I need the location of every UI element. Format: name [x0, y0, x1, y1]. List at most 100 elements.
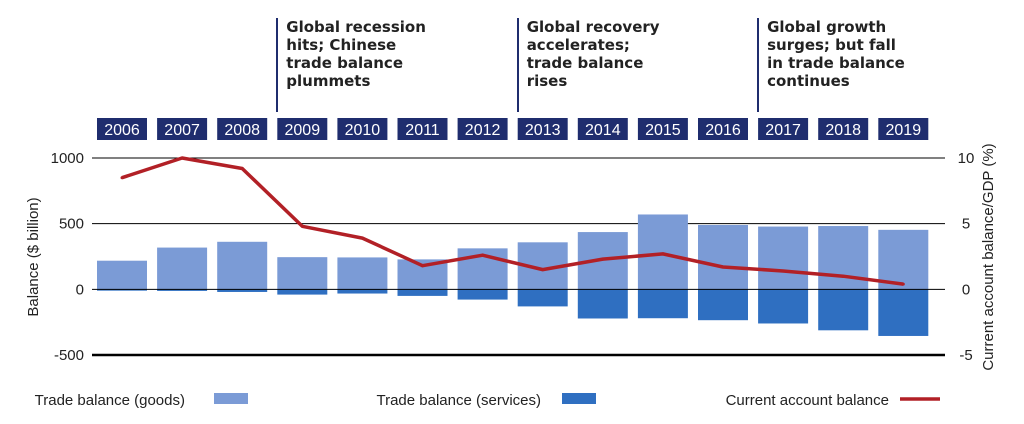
right-tick-label: 0 — [962, 281, 970, 298]
year-label-2017: 2017 — [758, 118, 809, 140]
current-account-point-2013 — [541, 268, 545, 272]
goods-bar-2008 — [217, 241, 268, 290]
year-box — [818, 118, 869, 140]
year-label-2013: 2013 — [517, 118, 568, 140]
right-tick-label: 10 — [958, 150, 975, 167]
year-box — [698, 118, 748, 140]
current-account-point-2008 — [240, 167, 244, 171]
year-label-2010: 2010 — [337, 118, 388, 140]
goods-bar-2015 — [637, 214, 688, 290]
goods-bar-2009 — [277, 257, 328, 290]
annotation-2017: Global growth surges; but fall in trade … — [757, 18, 905, 112]
year-label-2009: 2009 — [277, 118, 328, 140]
legend-label: Trade balance (goods) — [35, 392, 185, 409]
services-bar-2017 — [758, 289, 809, 324]
year-box — [397, 118, 448, 140]
current-account-point-2014 — [601, 257, 605, 261]
year-box — [277, 118, 328, 140]
services-bars — [97, 289, 929, 336]
goods-bar-2016 — [698, 224, 748, 290]
goods-bar-2006 — [97, 260, 147, 290]
year-label-2019: 2019 — [878, 118, 929, 140]
right-tick-label: 5 — [962, 216, 970, 233]
annotation-2013: Global recovery accelerates; trade balan… — [516, 18, 660, 112]
current-account-point-2009 — [300, 224, 304, 228]
current-account-point-2006 — [120, 176, 124, 180]
legend-item-0: Trade balance (goods) — [35, 392, 248, 409]
goods-bar-2007 — [157, 247, 208, 290]
year-text: 2011 — [405, 122, 440, 139]
year-label-2012: 2012 — [457, 118, 508, 140]
year-label-2016: 2016 — [698, 118, 748, 140]
year-text: 2017 — [765, 122, 801, 139]
services-bar-2018 — [818, 289, 869, 331]
left-axis-ticks: 1000 500 0 -500 — [51, 150, 84, 364]
year-box — [758, 118, 809, 140]
current-account-point-2007 — [180, 156, 184, 160]
services-bar-2014 — [577, 289, 628, 319]
legend-label: Trade balance (services) — [376, 392, 541, 409]
services-bar-2013 — [517, 289, 568, 307]
services-bar-2012 — [457, 289, 508, 300]
year-text: 2019 — [886, 122, 922, 139]
year-box — [517, 118, 568, 140]
current-account-point-2015 — [661, 252, 665, 256]
goods-bar-2017 — [758, 226, 809, 290]
current-account-point-2017 — [781, 269, 785, 273]
current-account-point-2018 — [841, 274, 845, 278]
legend-swatch — [562, 393, 596, 404]
annotation-2009: Global recession hits; Chinese trade bal… — [276, 18, 426, 112]
services-bar-2006 — [97, 289, 147, 291]
services-bar-2016 — [698, 289, 748, 321]
services-bar-2007 — [157, 289, 208, 291]
year-text: 2016 — [705, 122, 741, 139]
current-account-point-2010 — [360, 236, 364, 240]
year-text: 2006 — [104, 122, 140, 139]
year-box — [637, 118, 688, 140]
year-box — [157, 118, 208, 140]
current-account-point-2016 — [721, 265, 725, 269]
current-account-point-2012 — [481, 253, 485, 257]
legend-item-2: Current account balance — [726, 392, 940, 409]
right-axis-ticks: 10 5 0 -5 — [958, 150, 975, 364]
legend-item-1: Trade balance (services) — [376, 392, 596, 409]
services-bar-2011 — [397, 289, 448, 296]
year-text: 2009 — [285, 122, 321, 139]
left-tick-label: -500 — [54, 347, 84, 364]
year-text: 2012 — [465, 122, 501, 139]
year-box — [457, 118, 508, 140]
current-account-line — [120, 156, 905, 286]
year-text: 2015 — [645, 122, 681, 139]
year-label-2018: 2018 — [818, 118, 869, 140]
services-bar-2008 — [217, 289, 268, 292]
year-text: 2008 — [224, 122, 260, 139]
year-label-2008: 2008 — [217, 118, 268, 140]
services-bar-2019 — [878, 289, 929, 336]
gridlines — [92, 157, 945, 357]
year-text: 2010 — [345, 122, 381, 139]
current-account-polyline — [121, 156, 904, 286]
goods-bar-2019 — [878, 229, 929, 290]
services-bar-2009 — [277, 289, 328, 295]
legend: Trade balance (goods) Trade balance (serv… — [35, 392, 940, 409]
goods-bar-2010 — [337, 257, 388, 290]
legend-label: Current account balance — [726, 392, 889, 409]
current-account-point-2019 — [901, 282, 905, 286]
year-box — [878, 118, 929, 140]
left-tick-label: 500 — [59, 216, 84, 233]
year-text: 2018 — [825, 122, 861, 139]
year-box — [97, 118, 147, 140]
year-label-2011: 2011 — [397, 118, 448, 140]
legend-swatch — [214, 393, 248, 404]
left-axis-label: Balance ($ billion) — [25, 197, 42, 316]
current-account-point-2011 — [421, 264, 424, 268]
year-box — [577, 118, 628, 140]
year-text: 2014 — [585, 122, 621, 139]
right-tick-label: -5 — [959, 347, 972, 364]
year-labels: 2006 2007 2008 2009 2010 2011 2012 2013 2014 2015… — [97, 118, 929, 140]
services-bar-2015 — [637, 289, 688, 319]
goods-bars — [97, 214, 929, 290]
year-label-2007: 2007 — [157, 118, 208, 140]
year-label-2014: 2014 — [577, 118, 628, 140]
